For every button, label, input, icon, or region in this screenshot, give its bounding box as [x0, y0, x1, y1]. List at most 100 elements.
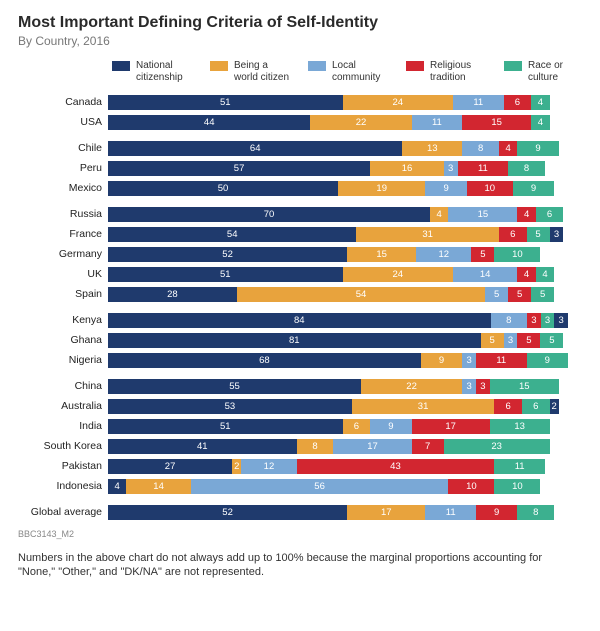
bar-segment: 3: [554, 313, 568, 328]
country-label: India: [18, 420, 108, 432]
country-label: Kenya: [18, 314, 108, 326]
bar-segment: 11: [453, 95, 504, 110]
bar-segment: 6: [343, 419, 371, 434]
country-label: Germany: [18, 248, 108, 260]
bar-segment: 6: [504, 95, 532, 110]
bar-segment: 68: [108, 353, 421, 368]
bar-value: 52: [222, 507, 233, 518]
bar-value: 53: [225, 401, 236, 412]
bar-value: 10: [512, 249, 523, 260]
bar-segment: 12: [416, 247, 471, 262]
bar-value: 3: [545, 315, 550, 326]
bar-value: 2: [234, 461, 239, 472]
bar-value: 11: [478, 163, 488, 174]
bar-segment: 4: [430, 207, 448, 222]
bar-segment: 3: [550, 227, 564, 242]
bar-row: India51691713: [18, 417, 582, 435]
legend-swatch: [504, 61, 522, 71]
stacked-bar: 5431653: [108, 227, 568, 242]
bar-value: 6: [547, 209, 552, 220]
bar-segment: 5: [481, 333, 504, 348]
bar-segment: 7: [412, 439, 444, 454]
bar-row: France5431653: [18, 225, 582, 243]
bar-segment: 24: [343, 267, 453, 282]
bar-value: 11: [446, 507, 456, 518]
bar-value: 5: [535, 229, 540, 240]
bar-value: 6: [533, 401, 538, 412]
bar-row: Ghana815355: [18, 331, 582, 349]
legend-label: National citizenship: [136, 60, 192, 83]
stacked-bar: 5331662: [108, 399, 568, 414]
bar-value: 15: [519, 381, 530, 392]
bar-segment: 3: [444, 161, 458, 176]
bar-segment: 17: [333, 439, 411, 454]
bar-value: 9: [545, 355, 550, 366]
country-label: France: [18, 228, 108, 240]
bar-row: Chile6413849: [18, 139, 582, 157]
bar-segment: 31: [352, 399, 495, 414]
bar-value: 52: [222, 249, 233, 260]
bar-segment: 23: [444, 439, 550, 454]
country-group: Global average52171198: [18, 503, 582, 521]
bar-value: 27: [165, 461, 176, 472]
stacked-bar: 50199109: [108, 181, 568, 196]
bar-value: 3: [531, 315, 536, 326]
bar-value: 9: [535, 143, 540, 154]
legend-swatch: [210, 61, 228, 71]
source-code: BBC3143_M2: [18, 529, 582, 539]
country-label: Nigeria: [18, 354, 108, 366]
bar-value: 41: [197, 441, 208, 452]
bar-value: 12: [438, 249, 449, 260]
bar-row: China55223315: [18, 377, 582, 395]
bar-value: 22: [356, 117, 367, 128]
bar-row: Global average52171198: [18, 503, 582, 521]
bar-segment: 5: [540, 333, 563, 348]
bar-value: 81: [289, 335, 300, 346]
country-label: Indonesia: [18, 480, 108, 492]
country-label: Peru: [18, 162, 108, 174]
country-label: Ghana: [18, 334, 108, 346]
bar-value: 15: [491, 117, 502, 128]
bar-value: 5: [526, 335, 531, 346]
bar-segment: 53: [108, 399, 352, 414]
bar-segment: 81: [108, 333, 481, 348]
bar-value: 8: [312, 441, 317, 452]
bar-value: 4: [538, 117, 543, 128]
bar-segment: 4: [517, 267, 535, 282]
stacked-bar: 41 8 17723: [108, 439, 568, 454]
bar-value: 4: [506, 143, 511, 154]
bar-segment: 15: [448, 207, 517, 222]
bar-value: 28: [167, 289, 178, 300]
bar-row: Spain2854555: [18, 285, 582, 303]
legend-label: Religious tradition: [430, 60, 486, 83]
bar-value: 10: [512, 481, 523, 492]
stacked-bar: 51241164: [108, 95, 568, 110]
country-label: Australia: [18, 400, 108, 412]
bar-value: 84: [294, 315, 305, 326]
bar-segment: 10: [494, 247, 540, 262]
bar-value: 4: [115, 481, 120, 492]
stacked-bar: 442211154: [108, 115, 568, 130]
bar-segment: 24: [343, 95, 453, 110]
country-group: Canada51241164USA442211154: [18, 93, 582, 131]
bar-segment: 64: [108, 141, 402, 156]
bar-value: 4: [437, 209, 442, 220]
bar-segment: 5: [527, 227, 550, 242]
bar-segment: 10: [467, 181, 513, 196]
bar-segment: 8: [517, 505, 554, 520]
bar-segment: 10: [494, 479, 540, 494]
bar-value: 2: [552, 401, 557, 412]
bar-segment: 13: [490, 419, 550, 434]
bar-row: Indonesia414561010: [18, 477, 582, 495]
bar-segment: 11: [476, 353, 527, 368]
bar-segment: 43: [297, 459, 495, 474]
bar-segment: 16: [370, 161, 444, 176]
legend-label: Local community: [332, 60, 388, 83]
bar-row: Pakistan272124311: [18, 457, 582, 475]
stacked-bar: 57163118: [108, 161, 568, 176]
country-label: Global average: [18, 506, 108, 518]
bar-value: 50: [218, 183, 229, 194]
stacked-bar: 272124311: [108, 459, 568, 474]
country-label: Pakistan: [18, 460, 108, 472]
bar-segment: 9: [370, 419, 411, 434]
